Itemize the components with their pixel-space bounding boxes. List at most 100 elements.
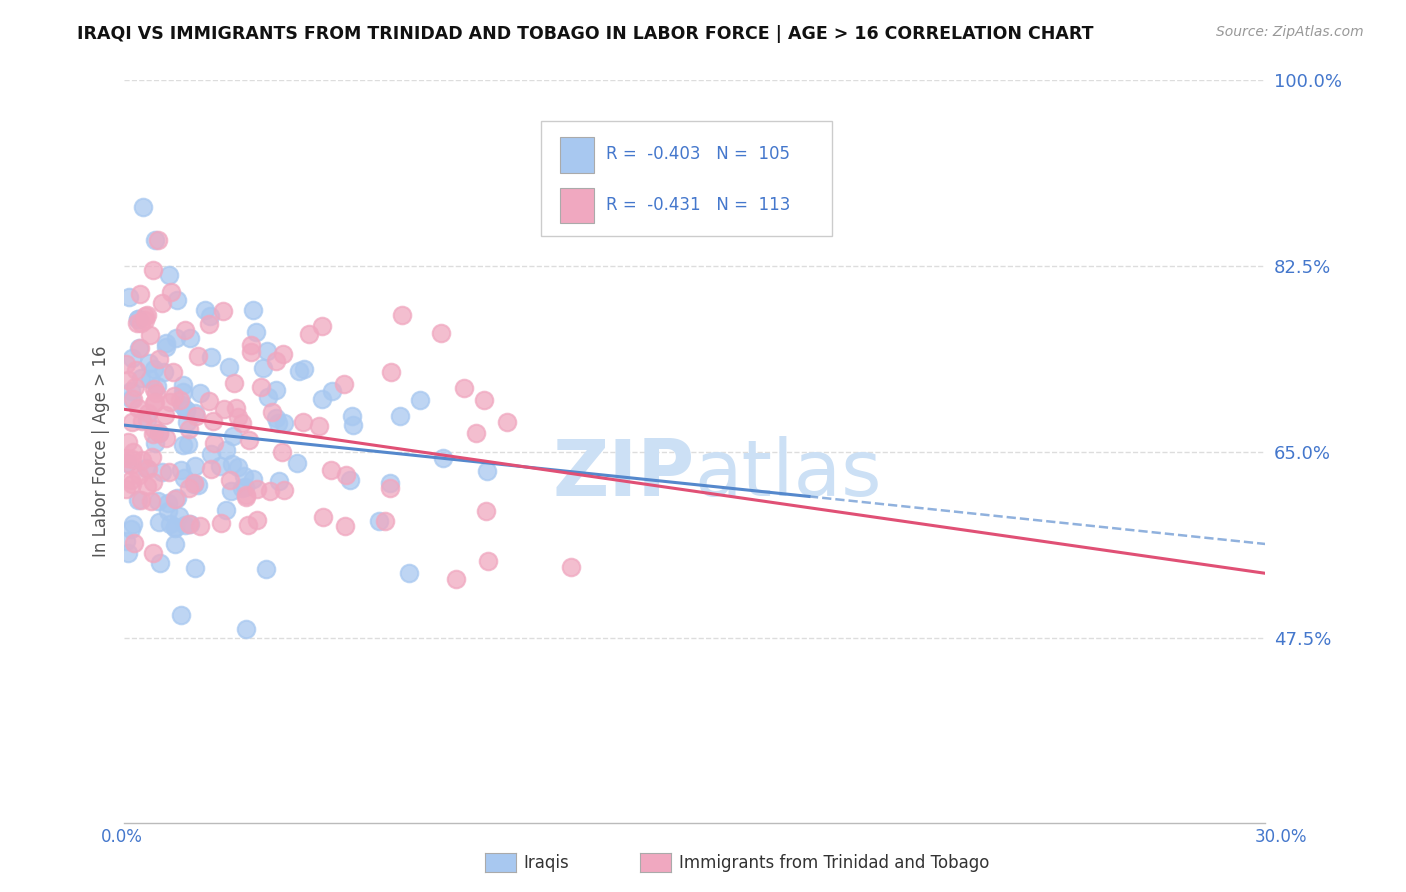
Point [188, 518, 211, 533]
Point [254, 562, 277, 576]
Point [148, 425, 170, 440]
Text: Iraqis: Iraqis [523, 855, 569, 872]
Point [156, 504, 179, 518]
Point [165, 521, 187, 535]
Point [200, 351, 222, 365]
Point [131, 414, 153, 428]
Point [120, 384, 142, 398]
Point [174, 403, 197, 417]
Point [264, 411, 287, 425]
Point [146, 233, 169, 247]
Text: 30.0%: 30.0% [1256, 828, 1308, 846]
Point [432, 451, 454, 466]
Point [143, 396, 166, 410]
Point [311, 319, 333, 334]
Point [163, 389, 186, 403]
Point [298, 326, 321, 341]
Point [177, 437, 200, 451]
Point [183, 475, 205, 490]
Point [197, 394, 219, 409]
Point [184, 561, 207, 575]
Text: R =  -0.403   N =  105: R = -0.403 N = 105 [606, 145, 790, 163]
Point [235, 491, 257, 505]
Point [464, 425, 486, 440]
Point [122, 392, 145, 406]
Point [166, 293, 188, 307]
Point [333, 518, 356, 533]
Point [129, 341, 152, 355]
Point [155, 431, 177, 445]
Point [245, 325, 267, 339]
Point [138, 356, 160, 370]
Point [257, 390, 280, 404]
Point [389, 409, 412, 424]
Point [153, 365, 176, 379]
Point [131, 453, 153, 467]
Point [120, 458, 142, 472]
Point [273, 416, 295, 430]
Point [142, 475, 165, 490]
Point [134, 313, 156, 327]
Point [475, 504, 498, 518]
Point [187, 477, 209, 491]
Y-axis label: In Labor Force | Age > 16: In Labor Force | Age > 16 [93, 346, 110, 558]
Point [157, 496, 180, 510]
Point [183, 476, 205, 491]
Point [177, 481, 200, 495]
Point [273, 483, 295, 498]
Point [235, 488, 257, 502]
Point [134, 310, 156, 324]
Point [174, 323, 197, 337]
Point [128, 287, 150, 301]
Point [292, 362, 315, 376]
Point [143, 422, 166, 436]
Point [120, 392, 142, 406]
Point [120, 473, 142, 487]
Point [259, 483, 281, 498]
Point [453, 381, 475, 395]
Point [125, 317, 148, 331]
Point [215, 503, 238, 517]
Point [380, 475, 402, 490]
Point [200, 447, 222, 461]
Point [170, 608, 193, 623]
Point [127, 312, 149, 326]
Point [136, 462, 159, 476]
Point [242, 302, 264, 317]
Point [472, 392, 495, 407]
Point [374, 514, 396, 528]
Point [138, 372, 160, 386]
Point [391, 308, 413, 322]
Point [142, 427, 165, 442]
Point [172, 438, 194, 452]
Point [115, 482, 138, 496]
Point [249, 379, 271, 393]
Point [150, 296, 173, 310]
Text: Source: ZipAtlas.com: Source: ZipAtlas.com [1216, 25, 1364, 39]
Point [212, 303, 235, 318]
Point [135, 461, 157, 475]
Point [145, 379, 167, 393]
Point [270, 445, 292, 459]
Text: R =  -0.431   N =  113: R = -0.431 N = 113 [606, 196, 790, 214]
Point [170, 398, 193, 412]
Point [221, 457, 243, 471]
Point [200, 462, 222, 476]
Point [212, 402, 235, 417]
Point [127, 493, 149, 508]
Point [157, 465, 180, 479]
Point [246, 482, 269, 496]
Point [409, 392, 432, 407]
Point [125, 362, 148, 376]
Point [139, 328, 162, 343]
Point [335, 467, 357, 482]
Point [129, 316, 152, 330]
Point [236, 518, 259, 533]
Point [172, 377, 194, 392]
Point [194, 303, 217, 318]
Point [128, 468, 150, 483]
Point [240, 338, 263, 352]
Point [142, 546, 165, 560]
Point [308, 419, 330, 434]
Point [225, 401, 247, 415]
